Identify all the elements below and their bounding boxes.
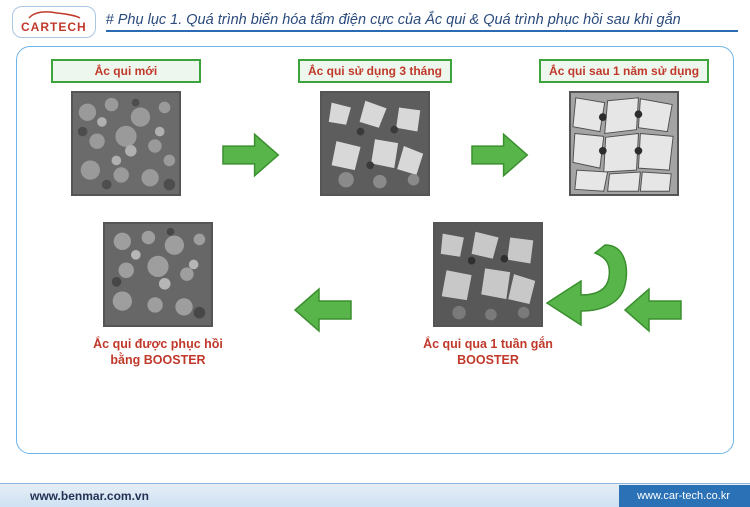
arrow-right-icon [221,132,280,178]
arrow-left-icon [623,287,683,333]
page-title: # Phụ lục 1. Quá trình biến hóa tấm điện… [106,12,738,32]
arrow-right-icon [470,132,529,178]
stage-2-image [320,91,430,196]
stage-1: Ắc qui mới [37,59,215,196]
stage-2: Ắc qui sử dụng 3 tháng [286,59,464,196]
footer-left-url: www.benmar.com.vn [30,489,149,503]
stage-2-label: Ắc qui sử dụng 3 tháng [298,59,452,83]
stage-5-image [103,222,213,327]
arrow-curve-down-left-icon [533,239,633,329]
stage-4-caption: Ắc qui qua 1 tuần gắnBOOSTER [423,337,553,368]
electrode-texture-icon [571,93,677,194]
stage-1-label: Ắc qui mới [51,59,201,83]
electrode-texture-icon [435,224,541,325]
stage-5-caption: Ắc qui được phục hồibằng BOOSTER [93,337,223,368]
logo: CARTECH [12,6,96,38]
footer-right-url: www.car-tech.co.kr [619,485,750,507]
header: CARTECH # Phụ lục 1. Quá trình biến hóa … [0,0,750,40]
stage-3-image [569,91,679,196]
electrode-texture-icon [322,93,428,194]
stage-5: Ắc qui được phục hồibằng BOOSTER [63,222,253,368]
logo-text: CARTECH [21,20,87,34]
electrode-texture-icon [73,93,179,194]
arrow-left-icon [293,287,353,333]
stage-3-label: Ắc qui sau 1 năm sử dụng [539,59,709,83]
electrode-texture-icon [105,224,211,325]
footer: www.benmar.com.vn www.car-tech.co.kr [0,483,750,507]
stage-3: Ắc qui sau 1 năm sử dụng [535,59,713,196]
car-silhouette-icon [27,10,81,20]
diagram-panel: Ắc qui mới Ắc qui sử dụng 3 tháng [16,46,734,454]
stage-1-image [71,91,181,196]
stage-4-image [433,222,543,327]
flow-row-top: Ắc qui mới Ắc qui sử dụng 3 tháng [37,59,713,196]
